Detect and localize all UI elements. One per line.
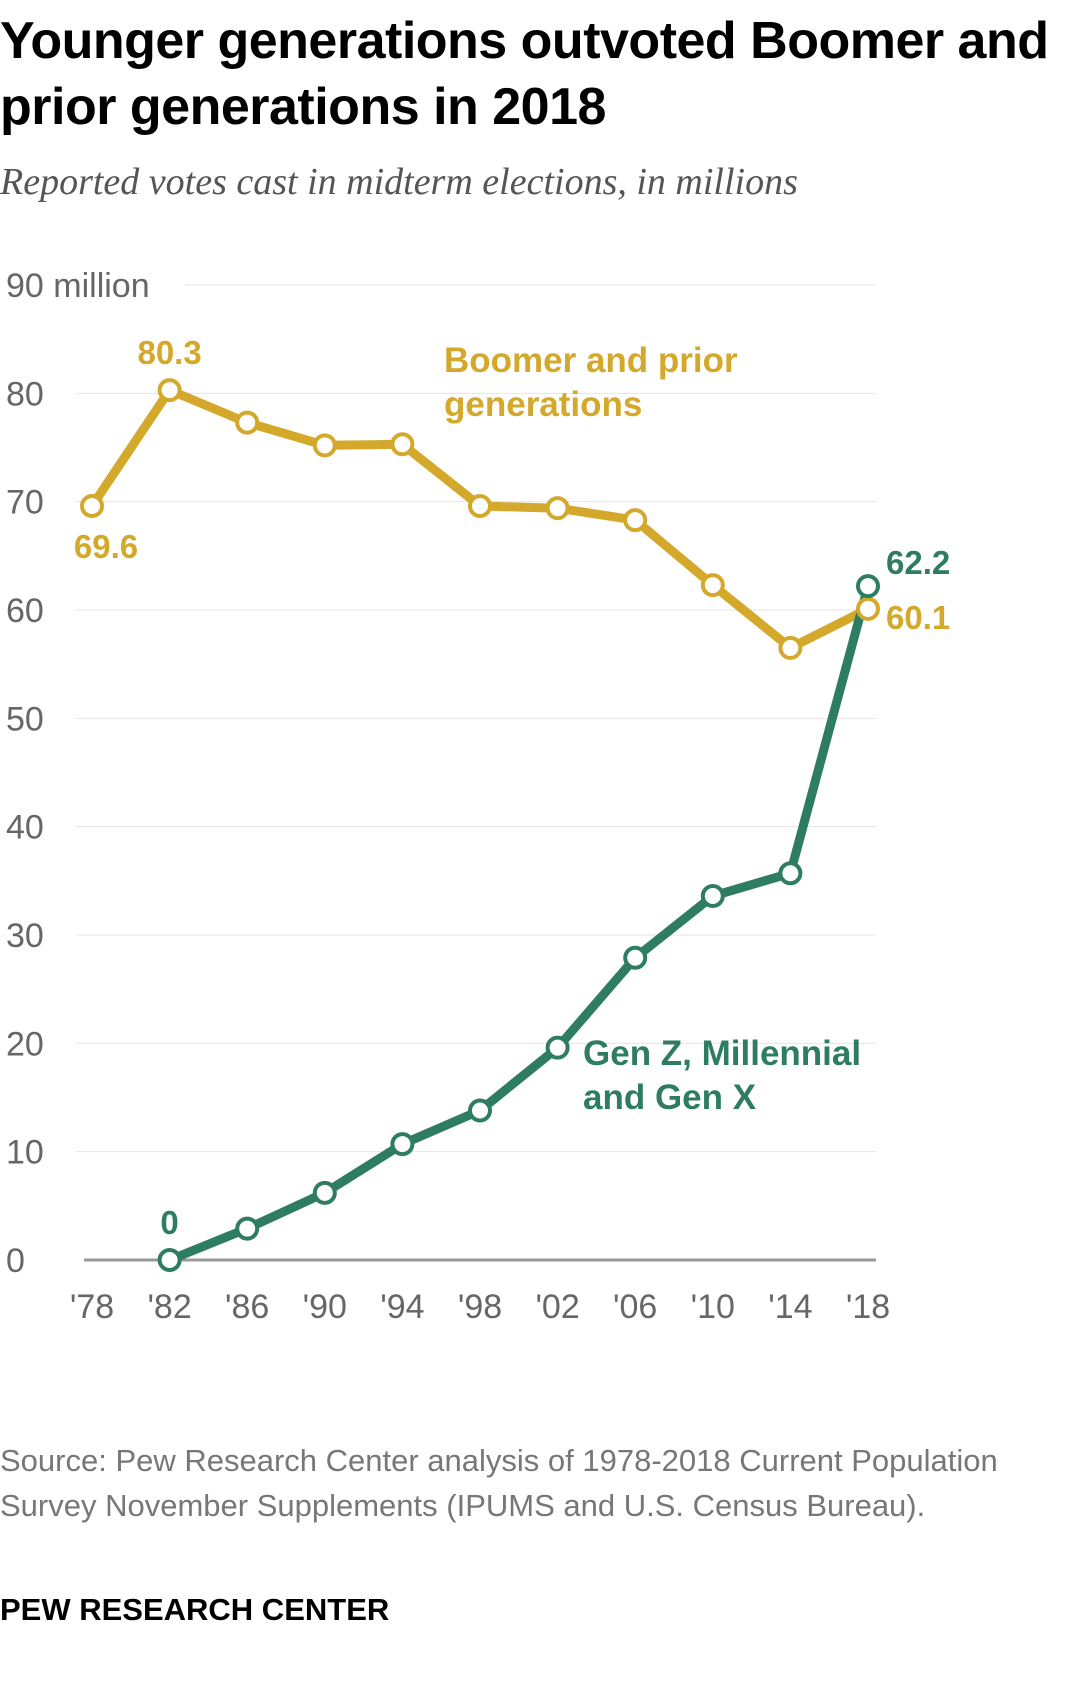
genx-data-point: [390, 1132, 415, 1157]
y-tick-label: 80: [6, 375, 44, 413]
data-label: 80.3: [137, 334, 201, 371]
boomer-series-line: [87, 385, 873, 653]
genx-data-point: [623, 945, 648, 970]
chart-subtitle: Reported votes cast in midterm elections…: [0, 161, 798, 203]
x-tick-label: '98: [458, 1288, 502, 1326]
y-tick-label: 30: [6, 917, 44, 955]
genx-series-line: [165, 581, 873, 1265]
y-tick-label: 0: [6, 1242, 25, 1280]
x-tick-label: '06: [613, 1288, 657, 1326]
genx-data-point: [157, 1248, 182, 1272]
data-label: 0: [160, 1204, 178, 1241]
boomer-data-point: [157, 378, 182, 403]
genx-data-point: [235, 1216, 260, 1241]
x-tick-label: '82: [147, 1288, 191, 1326]
x-tick-label: '90: [303, 1288, 347, 1326]
series-lines: [80, 378, 880, 1272]
y-tick-label: 50: [6, 700, 44, 738]
x-tick-label: '78: [70, 1288, 114, 1326]
x-tick-label: '94: [380, 1288, 424, 1326]
x-tick-label: '86: [225, 1288, 269, 1326]
boomer-data-point: [778, 635, 803, 660]
boomer-data-point: [856, 596, 880, 621]
y-tick-label: 40: [6, 809, 44, 847]
y-tick-label: 90 million: [6, 267, 150, 305]
boomer-data-point: [80, 494, 104, 518]
data-label: 60.1: [886, 599, 950, 636]
y-axis-tick-labels: 0 10 20 30 40 50 60 70 80 90 million: [6, 267, 150, 1280]
genx-data-point: [312, 1180, 337, 1205]
data-label: 69.6: [74, 528, 138, 565]
genx-data-point: [545, 1035, 570, 1060]
boomer-data-point: [468, 494, 492, 518]
gridlines: [76, 284, 876, 1262]
line-chart: 0 10 20 30 40 50 60 70 80 90 million '78 '82 '86 '90…: [6, 267, 950, 1326]
genx-data-point: [856, 574, 880, 599]
y-tick-label: 60: [6, 592, 44, 630]
y-tick-label: 20: [6, 1025, 44, 1063]
x-tick-label: '02: [535, 1288, 579, 1326]
source-note: Source: Pew Research Center analysis of …: [0, 1443, 998, 1523]
boomer-series-label: Boomer and prior: [444, 341, 738, 380]
genx-series-label: and Gen X: [583, 1078, 757, 1117]
x-tick-label: '10: [691, 1288, 735, 1326]
chart-title: Younger generations outvoted Boomer and …: [0, 12, 1049, 136]
boomer-data-point: [700, 573, 725, 598]
boomer-series-label: generations: [444, 385, 642, 424]
genx-data-point: [778, 861, 803, 886]
boomer-data-point: [623, 508, 648, 533]
x-tick-label: '14: [768, 1288, 812, 1326]
y-tick-label: 70: [6, 484, 44, 522]
data-labels: 69.6 80.3 60.1 0 62.2 Boomer and prior generat…: [74, 334, 950, 1241]
boomer-data-point: [312, 433, 337, 458]
genx-series-label: Gen Z, Millennial: [583, 1034, 861, 1073]
boomer-data-point: [390, 432, 415, 457]
genx-data-point: [468, 1098, 492, 1123]
x-axis-tick-labels: '78 '82 '86 '90 '94 '98 '02 '06 '10 '14 '18: [70, 1288, 890, 1326]
brand-logo-text: PEW RESEARCH CENTER: [0, 1592, 390, 1627]
boomer-data-point: [545, 496, 570, 521]
boomer-data-point: [235, 410, 260, 435]
data-label: 62.2: [886, 544, 950, 581]
x-tick-label: '18: [846, 1288, 890, 1326]
genx-data-point: [700, 884, 725, 908]
y-tick-label: 10: [6, 1134, 44, 1172]
